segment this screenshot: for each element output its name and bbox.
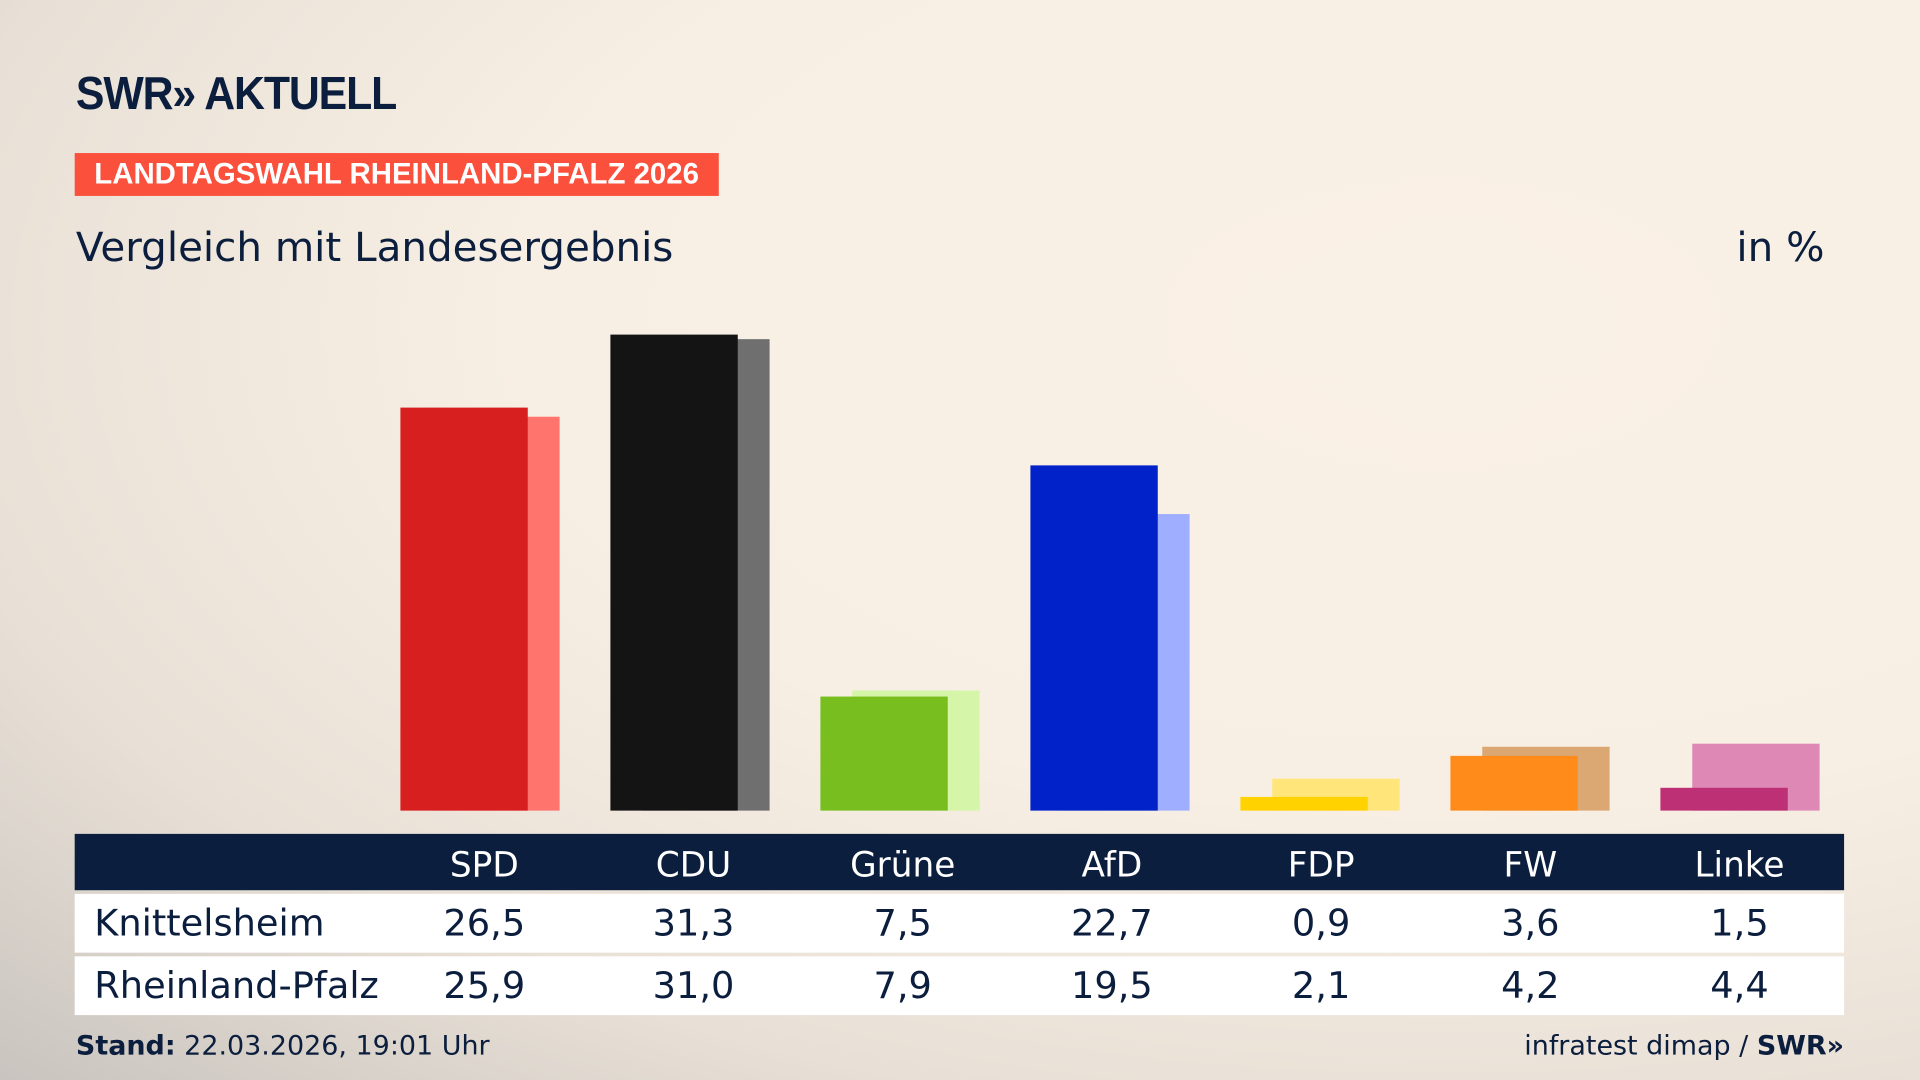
row-label: Knittelsheim — [94, 901, 325, 945]
election-tag: LANDTAGSWAHL RHEINLAND-PFALZ 2026 — [74, 153, 719, 196]
row-label: Rheinland-Pfalz — [94, 964, 379, 1008]
column-header: AfD — [1081, 844, 1143, 885]
table-cell: 22,7 — [1071, 901, 1153, 945]
table-cell: 19,5 — [1071, 964, 1153, 1008]
chart-subtitle: Vergleich mit Landesergebnis — [75, 222, 674, 271]
table-header: SPD CDU Grüne AfD FDP FW Linke — [74, 833, 1845, 891]
table-cell: 31,3 — [652, 901, 735, 945]
swr-aktuell-logo: SWR» AKTUELL — [75, 68, 397, 121]
table-cell: 3,6 — [1501, 901, 1560, 945]
source-text: infratest dimap / — [1524, 1031, 1757, 1062]
results-table: SPD CDU Grüne AfD FDP FW Linke Knittelsheim 26,… — [74, 833, 1845, 1016]
table-cell: 25,9 — [443, 964, 526, 1008]
table-row: Rheinland-Pfalz 25,9 31,0 7,9 19,5 2,1 4,2 4,4 — [74, 956, 1845, 1016]
table-cell: 7,5 — [873, 901, 932, 945]
local-bar-linke — [1660, 787, 1788, 811]
swr-logo: SWR» — [1756, 1031, 1845, 1062]
table-cell: 7,9 — [873, 964, 932, 1008]
table-cell: 4,4 — [1710, 964, 1769, 1008]
table-cell: 31,0 — [652, 964, 735, 1008]
unit-label: in % — [1736, 222, 1825, 271]
column-header: SPD — [449, 844, 519, 885]
local-bar-cdu — [610, 334, 738, 811]
column-header: Grüne — [850, 844, 956, 885]
table-row: Knittelsheim 26,5 31,3 7,5 22,7 0,9 3,6 1,5 — [74, 893, 1845, 953]
column-header: CDU — [655, 844, 732, 885]
table-cell: 1,5 — [1710, 901, 1769, 945]
stand-value: 22.03.2026, 19:01 Uhr — [175, 1031, 490, 1062]
table-cell: 26,5 — [443, 901, 526, 945]
timestamp: Stand: 22.03.2026, 19:01 Uhr — [76, 1031, 490, 1062]
local-bar-fdp — [1240, 796, 1368, 811]
source: infratest dimap / SWR» — [1524, 1031, 1844, 1062]
local-bar-afd — [1030, 465, 1158, 811]
table-cell: 4,2 — [1501, 964, 1560, 1008]
table-cell: 0,9 — [1291, 901, 1351, 945]
local-bar-fw — [1450, 755, 1578, 811]
column-header: FDP — [1287, 844, 1355, 885]
local-bar-grüne — [820, 696, 948, 811]
column-header: Linke — [1694, 844, 1785, 885]
column-header: FW — [1503, 844, 1558, 885]
local-bar-spd — [400, 407, 528, 811]
stand-label: Stand: — [75, 1031, 176, 1062]
table-cell: 2,1 — [1291, 964, 1351, 1008]
